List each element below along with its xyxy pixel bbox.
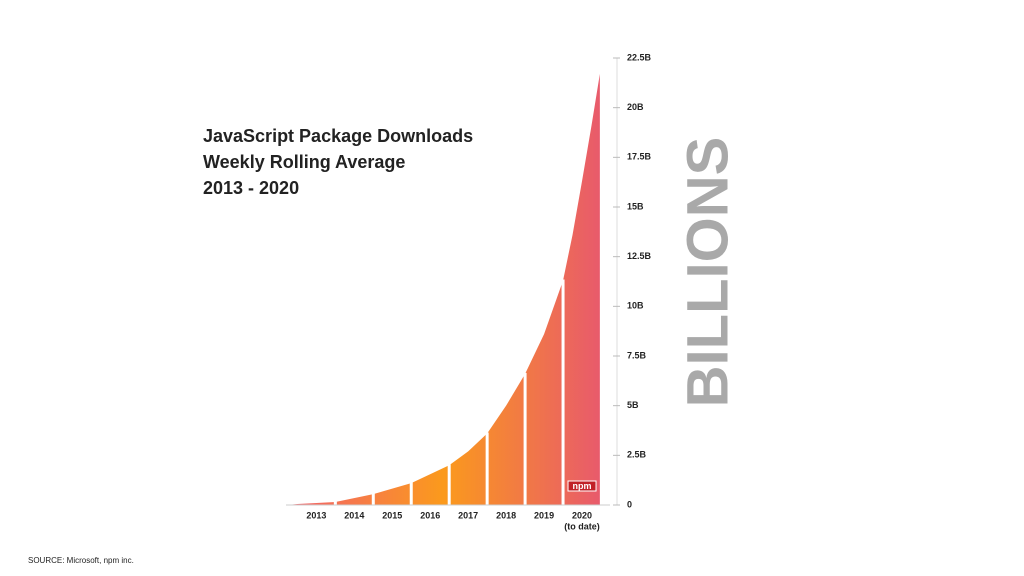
y-axis-label: BILLIONS <box>675 137 740 408</box>
y-tick-label: 17.5B <box>627 152 652 162</box>
title-line: Weekly Rolling Average <box>203 152 405 172</box>
y-tick-label: 0 <box>627 499 632 509</box>
x-tick-label: 2017 <box>458 510 478 520</box>
x-tick-label: 2018 <box>496 510 516 520</box>
x-tick-label: 2019 <box>534 510 554 520</box>
y-tick-label: 7.5B <box>627 350 647 360</box>
x-tick-label: 2013 <box>306 510 326 520</box>
logo-box <box>567 480 597 492</box>
x-tick-label: 2016 <box>420 510 440 520</box>
x-tick-label: 2020 <box>572 510 592 520</box>
logo: npm <box>573 481 592 491</box>
y-tick-label: 22.5B <box>627 52 652 62</box>
title-line: JavaScript Package Downloads <box>203 126 473 146</box>
area <box>287 73 600 505</box>
y-tick-label: 15B <box>627 201 644 211</box>
y-tick-label: 2.5B <box>627 450 647 460</box>
source: SOURCE: Microsoft, npm inc. <box>28 556 134 565</box>
y-tick-label: 20B <box>627 102 644 112</box>
y-tick-label: 10B <box>627 301 644 311</box>
x-tick-label: 2014 <box>344 510 364 520</box>
x-note: (to date) <box>564 521 600 531</box>
x-tick-label: 2015 <box>382 510 402 520</box>
title-line: 2013 - 2020 <box>203 178 299 198</box>
y-tick-label: 5B <box>627 400 639 410</box>
y-tick-label: 12.5B <box>627 251 652 261</box>
